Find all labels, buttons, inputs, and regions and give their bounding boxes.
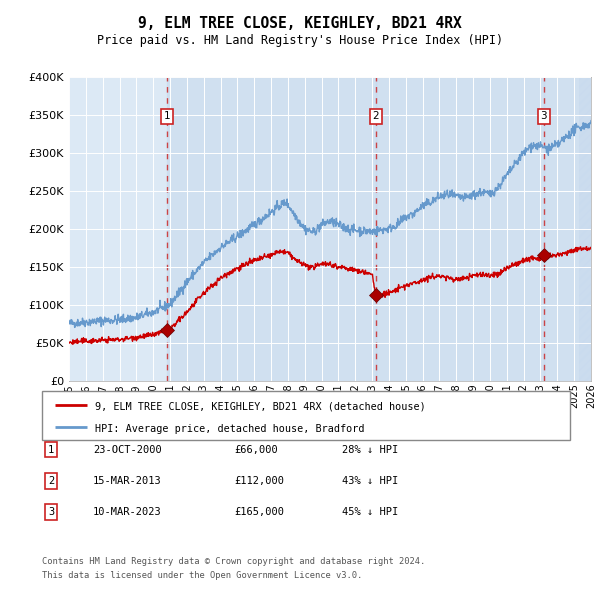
- Bar: [544, 77, 591, 381]
- Text: £66,000: £66,000: [234, 445, 278, 454]
- Bar: [579, 77, 591, 381]
- Text: 23-OCT-2000: 23-OCT-2000: [93, 445, 162, 454]
- Text: 9, ELM TREE CLOSE, KEIGHLEY, BD21 4RX (detached house): 9, ELM TREE CLOSE, KEIGHLEY, BD21 4RX (d…: [95, 402, 425, 412]
- Text: 2: 2: [373, 111, 379, 121]
- Bar: [376, 77, 544, 381]
- Text: 28% ↓ HPI: 28% ↓ HPI: [342, 445, 398, 454]
- Bar: [167, 77, 376, 381]
- Text: 1: 1: [48, 445, 54, 454]
- Text: 15-MAR-2013: 15-MAR-2013: [93, 476, 162, 486]
- Text: 3: 3: [541, 111, 547, 121]
- Text: 3: 3: [48, 507, 54, 517]
- Text: £165,000: £165,000: [234, 507, 284, 517]
- Text: 2: 2: [48, 476, 54, 486]
- Text: HPI: Average price, detached house, Bradford: HPI: Average price, detached house, Brad…: [95, 424, 364, 434]
- Text: £112,000: £112,000: [234, 476, 284, 486]
- Text: 45% ↓ HPI: 45% ↓ HPI: [342, 507, 398, 517]
- Text: This data is licensed under the Open Government Licence v3.0.: This data is licensed under the Open Gov…: [42, 571, 362, 581]
- Text: 43% ↓ HPI: 43% ↓ HPI: [342, 476, 398, 486]
- Text: 1: 1: [164, 111, 170, 121]
- Text: 10-MAR-2023: 10-MAR-2023: [93, 507, 162, 517]
- Text: 9, ELM TREE CLOSE, KEIGHLEY, BD21 4RX: 9, ELM TREE CLOSE, KEIGHLEY, BD21 4RX: [138, 16, 462, 31]
- Text: Contains HM Land Registry data © Crown copyright and database right 2024.: Contains HM Land Registry data © Crown c…: [42, 557, 425, 566]
- Text: Price paid vs. HM Land Registry's House Price Index (HPI): Price paid vs. HM Land Registry's House …: [97, 34, 503, 47]
